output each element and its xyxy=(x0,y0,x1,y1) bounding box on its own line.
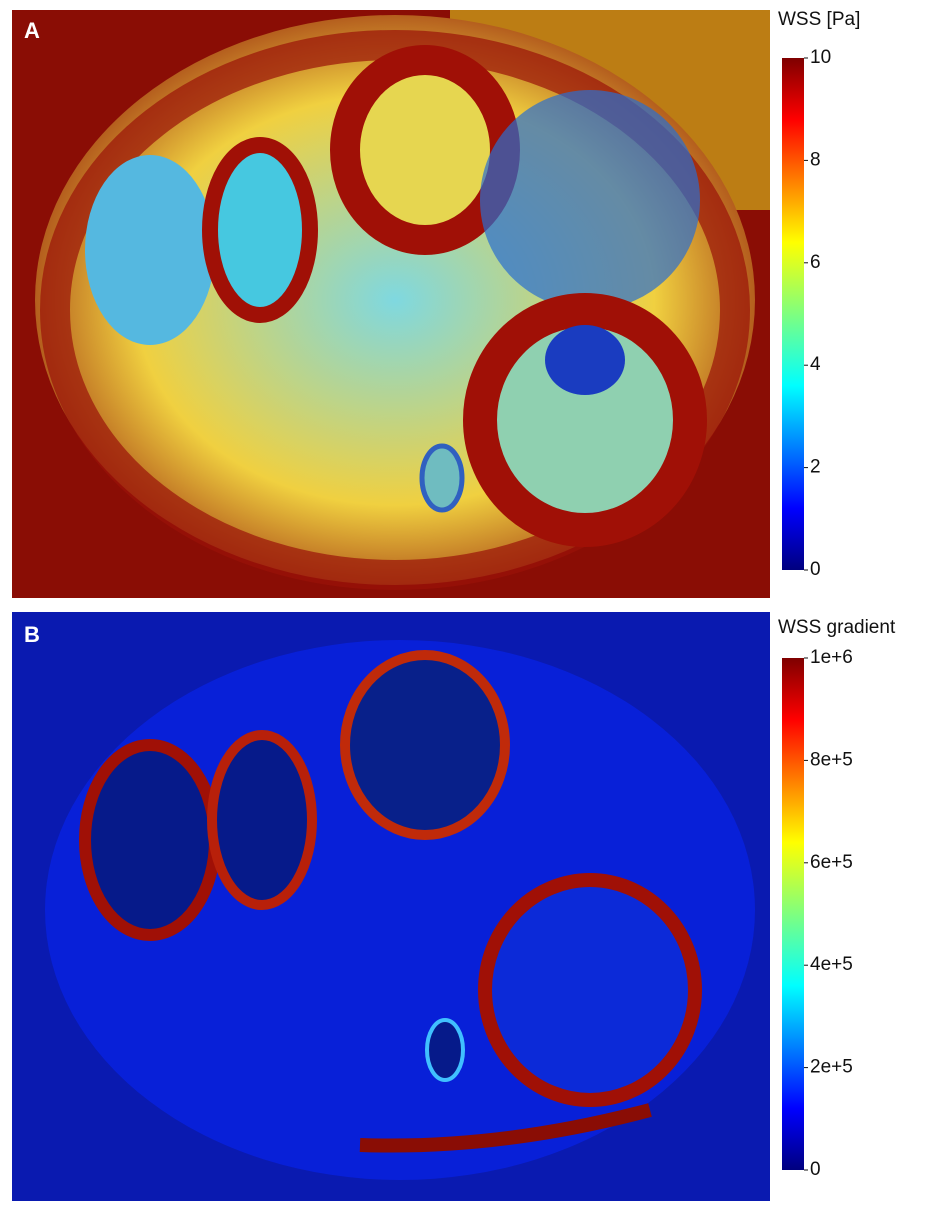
tick-label: 8 xyxy=(810,149,821,170)
panel-b-image: B xyxy=(12,612,770,1201)
tick-label: 1e+6 xyxy=(810,647,853,668)
colorbar-title: WSS [Pa] xyxy=(778,9,860,30)
tick-label: 6 xyxy=(810,252,821,273)
colorbar-title: WSS gradient xyxy=(778,617,896,638)
colorbar xyxy=(782,658,804,1170)
tick-label: 2e+5 xyxy=(810,1057,853,1078)
figure: A B WSS [Pa] WSS gradient 0 2 4 6 8 10 0 2e+5 4e… xyxy=(0,0,933,1201)
tick-label: 4e+5 xyxy=(810,954,853,975)
tick-label: 0 xyxy=(810,559,821,580)
tick-label: 0 xyxy=(810,1159,821,1180)
tick-label: 6e+5 xyxy=(810,852,853,873)
panel-label: A xyxy=(24,18,40,43)
tick-label: 8e+5 xyxy=(810,749,853,770)
tick-label: 4 xyxy=(810,354,821,375)
tick-label: 2 xyxy=(810,457,821,478)
tick-label: 10 xyxy=(810,47,831,68)
colorbar xyxy=(782,58,804,570)
panel-label: B xyxy=(24,622,40,647)
panel-a-image: A xyxy=(12,10,770,598)
